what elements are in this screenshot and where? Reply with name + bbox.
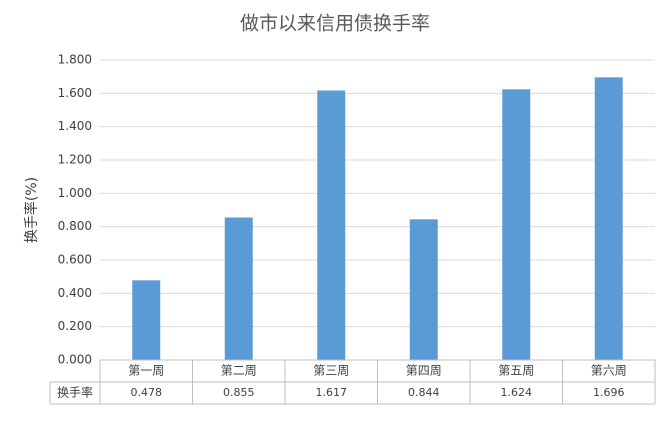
table-row-header: 换手率 <box>57 385 93 400</box>
bar <box>409 219 438 360</box>
table-value: 0.844 <box>408 386 440 399</box>
bar <box>502 89 531 360</box>
y-tick-label: 0.600 <box>58 253 92 267</box>
x-tick-label: 第二周 <box>221 364 257 378</box>
y-tick-label: 1.000 <box>58 186 92 200</box>
x-tick-label: 第六周 <box>591 364 627 378</box>
y-tick-label: 0.200 <box>58 319 92 333</box>
x-tick-label: 第五周 <box>498 364 534 378</box>
y-tick-label: 0.800 <box>58 219 92 233</box>
x-tick-label: 第三周 <box>313 364 349 378</box>
table-value: 1.696 <box>593 386 625 399</box>
bar <box>224 217 253 360</box>
y-tick-label: 1.600 <box>58 86 92 100</box>
bar <box>594 77 623 360</box>
y-tick-label: 1.400 <box>58 119 92 133</box>
bar <box>317 90 346 360</box>
y-tick-label: 0.000 <box>58 353 92 367</box>
y-tick-label: 0.400 <box>58 286 92 300</box>
table-value: 0.478 <box>131 386 163 399</box>
y-tick-label: 1.800 <box>58 53 92 67</box>
x-tick-label: 第一周 <box>128 364 164 378</box>
table-value: 1.617 <box>316 386 348 399</box>
chart-title: 做市以来信用债换手率 <box>240 13 430 35</box>
y-tick-label: 1.200 <box>58 153 92 167</box>
y-axis-title: 换手率(%) <box>23 177 40 243</box>
table-value: 1.624 <box>501 386 533 399</box>
x-tick-label: 第四周 <box>406 364 442 378</box>
bar <box>132 280 161 360</box>
table-value: 0.855 <box>223 386 255 399</box>
